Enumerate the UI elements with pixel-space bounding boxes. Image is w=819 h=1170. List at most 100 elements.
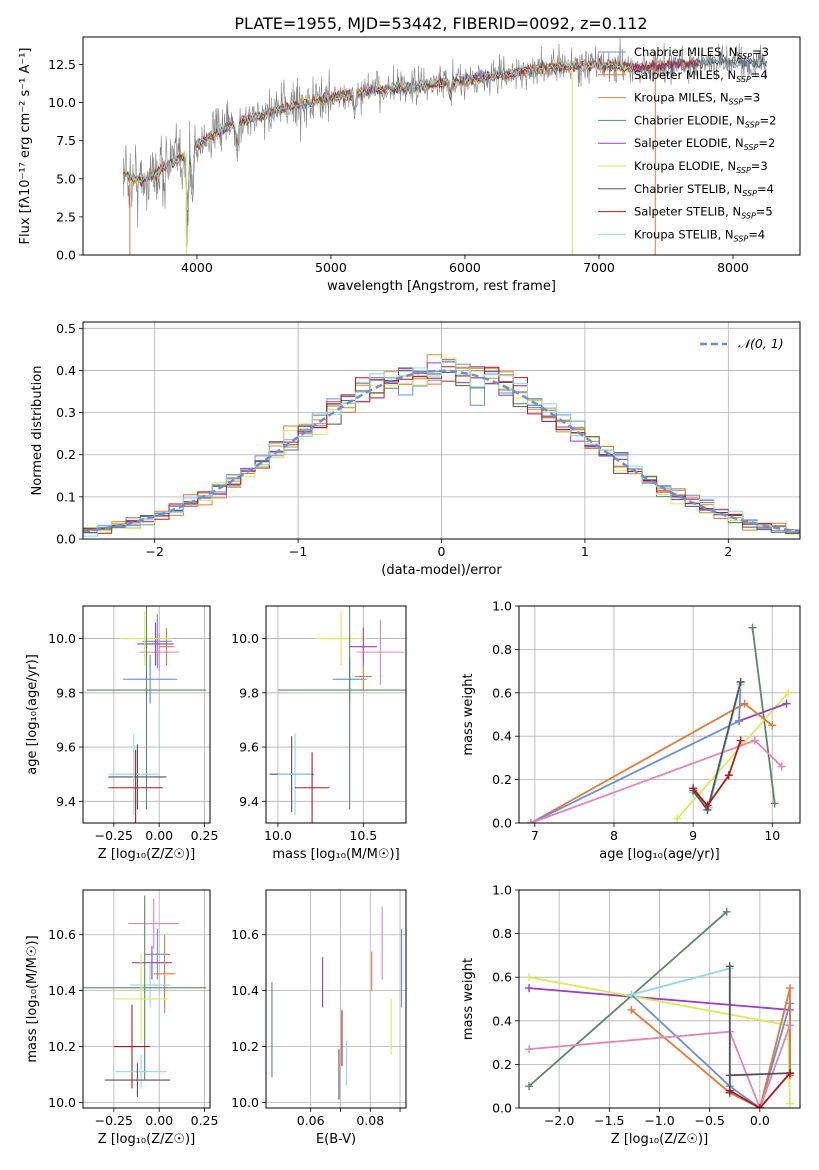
residuals-y-tick-label: 0.1 — [56, 489, 76, 504]
mass-vs-z-frame — [82, 889, 211, 1109]
residuals-chart: −2 −1 0 1 2 0.0 0.1 0.2 0.3 0.4 0.5 (data-model)/er… — [30, 321, 801, 578]
residuals-x-axis-label: (data-model)/error — [381, 563, 502, 578]
weight-vs-age-y-tick-label: 0.2 — [492, 772, 512, 787]
mass-weight-marker — [722, 907, 731, 916]
spectrum-y-tick-label: 10.0 — [48, 95, 76, 110]
weight-vs-age-ticks: 7 8 9 10 0.0 0.2 0.4 0.6 0.8 1.0 — [492, 599, 780, 844]
weight-vs-z-y-tick-label: 0.8 — [492, 926, 512, 941]
mass-vs-ebv-y-tick-label: 10.4 — [231, 983, 259, 998]
mass-weight-marker — [770, 799, 779, 808]
weight-vs-z-x-tick-label: −2.0 — [544, 1113, 574, 1128]
mass-vs-z-y-tick-label: 10.0 — [48, 1095, 76, 1110]
mass-vs-ebv-frame — [265, 889, 407, 1109]
spectrum-model-line — [123, 59, 633, 208]
mass-weight-marker — [703, 801, 712, 810]
mass-weight-marker — [526, 819, 535, 823]
spectrum-frame — [82, 36, 801, 256]
weight-vs-age-x-tick-label: 10 — [764, 828, 780, 843]
mass-vs-ebv-y-tick-label: 10.6 — [231, 927, 259, 942]
mass-vs-ebv-x-tick-label: 0.06 — [297, 1113, 325, 1128]
weight-vs-z-plot-area — [525, 907, 794, 1108]
mass-vs-z-y-tick-label: 10.6 — [48, 927, 76, 942]
mass-weight-line — [692, 683, 742, 810]
residuals-y-tick-label: 0.5 — [56, 321, 76, 336]
mass-weight-marker — [784, 688, 793, 697]
weight-vs-age-x-tick-label: 9 — [689, 828, 697, 843]
residuals-x-tick-label: −2 — [145, 544, 163, 559]
age-vs-mass-x-tick-label: 10.0 — [264, 828, 292, 843]
mass-weight-marker — [525, 984, 534, 993]
mass-vs-ebv-grid — [266, 890, 406, 1108]
normal-reference-curve — [83, 369, 800, 533]
mass-vs-ebv-chart: 0.06 0.08 10.0 10.2 10.4 10.6 E(B-V) — [231, 889, 407, 1147]
mass-weight-marker — [748, 623, 757, 632]
mass-weight-marker — [525, 1045, 534, 1054]
weight-vs-z-x-axis-label: Z [log₁₀(Z/Z☉)] — [611, 1132, 708, 1147]
residuals-plot-area — [83, 354, 800, 537]
spectrum-legend: Chabrier MILES, NSSP=3 Salpeter MILES, NS… — [598, 45, 776, 243]
age-vs-mass-frame — [265, 605, 407, 824]
mass-vs-ebv-x-axis-label: E(B-V) — [316, 1132, 356, 1147]
legend-entry: Salpeter STELIB, NSSP=5 — [634, 205, 773, 221]
spectrum-y-tick-label: 7.5 — [56, 133, 76, 148]
mass-weight-line — [528, 987, 791, 1011]
legend-entry: Chabrier STELIB, NSSP=4 — [634, 182, 774, 198]
legend-entry: Kroupa ELODIE, NSSP=3 — [634, 159, 768, 175]
mass-vs-z-x-tick-label: 0.25 — [191, 1113, 219, 1128]
weight-vs-age-y-tick-label: 0.6 — [492, 685, 512, 700]
weight-vs-z-x-tick-label: −0.5 — [694, 1113, 724, 1128]
figure-title: PLATE=1955, MJD=53442, FIBERID=0092, z=0… — [234, 14, 647, 33]
age-vs-z-plot-area — [86, 606, 207, 823]
spectrum-model-line — [122, 56, 700, 206]
mass-weight-line — [631, 967, 731, 1093]
weight-vs-age-x-tick-label: 7 — [531, 828, 539, 843]
spectrum-y-tick-label: 5.0 — [56, 171, 76, 186]
age-vs-mass-chart: 10.0 10.5 9.4 9.6 9.8 10.0 mass [log₁₀(M/M☉)] — [231, 605, 407, 862]
age-vs-z-x-tick-label: 0.00 — [145, 828, 173, 843]
legend-entry: Kroupa STELIB, NSSP=4 — [634, 227, 765, 243]
mass-weight-marker — [735, 717, 744, 726]
residuals-ticks: −2 −1 0 1 2 0.0 0.1 0.2 0.3 0.4 0.5 — [56, 321, 732, 559]
weight-vs-z-y-tick-label: 0.6 — [492, 970, 512, 985]
age-vs-mass-y-tick-label: 10.0 — [231, 631, 259, 646]
age-vs-z-frame — [82, 605, 211, 824]
mass-weight-marker — [736, 736, 745, 745]
age-vs-z-y-tick-label: 9.8 — [56, 685, 76, 700]
residuals-y-axis-label: Normed distribution — [30, 366, 45, 496]
mass-weight-marker — [725, 1086, 734, 1095]
weight-vs-z-y-tick-label: 0.4 — [492, 1013, 512, 1028]
weight-vs-z-y-tick-label: 0.2 — [492, 1057, 512, 1072]
weight-vs-z-chart: −2.0 −1.5 −1.0 −0.5 0.0 0.0 0.2 0.4 0.6 0.8 1.0 Z [… — [461, 883, 801, 1147]
mass-weight-marker — [525, 973, 534, 982]
mass-weight-line — [676, 692, 789, 820]
mass-weight-marker — [782, 699, 791, 708]
age-vs-z-x-tick-label: −0.25 — [95, 828, 133, 843]
mass-vs-ebv-x-tick-label: 0.08 — [356, 1113, 384, 1128]
spectrum-model-line — [122, 59, 633, 211]
spectrum-y-tick-label: 12.5 — [48, 57, 76, 72]
mass-vs-z-y-axis-label: mass [log₁₀(M/M☉)] — [25, 935, 40, 1062]
mass-weight-line — [751, 627, 776, 804]
legend-entry: 𝒩(0, 1) — [738, 336, 784, 351]
weight-vs-z-x-tick-label: −1.0 — [644, 1113, 674, 1128]
spectrum-x-tick-label: 5000 — [315, 260, 347, 275]
weight-vs-age-x-axis-label: age [log₁₀(age/yr)] — [599, 847, 720, 862]
weight-vs-age-plot-area — [526, 623, 793, 823]
mass-weight-marker — [627, 990, 636, 999]
weight-vs-age-y-axis-label: mass weight — [461, 673, 476, 755]
spectrum-x-axis-label: wavelength [Angstrom, rest frame] — [327, 279, 556, 294]
mass-weight-marker — [627, 1005, 636, 1014]
mass-vs-z-x-axis-label: Z [log₁₀(Z/Z☉)] — [98, 1132, 195, 1147]
mass-weight-line — [692, 740, 742, 808]
age-vs-z-y-tick-label: 9.4 — [56, 794, 76, 809]
mass-vs-z-x-tick-label: −0.25 — [95, 1113, 133, 1128]
mass-vs-z-y-tick-label: 10.4 — [48, 983, 76, 998]
weight-vs-age-y-tick-label: 0.4 — [492, 729, 512, 744]
mass-vs-z-x-tick-label: 0.00 — [145, 1113, 173, 1128]
spectrum-plot-area — [122, 37, 767, 255]
spectrum-model-line — [122, 59, 633, 211]
legend-entry: Chabrier ELODIE, NSSP=2 — [634, 113, 776, 129]
residuals-y-tick-label: 0.2 — [56, 447, 76, 462]
mass-weight-marker — [673, 814, 682, 823]
